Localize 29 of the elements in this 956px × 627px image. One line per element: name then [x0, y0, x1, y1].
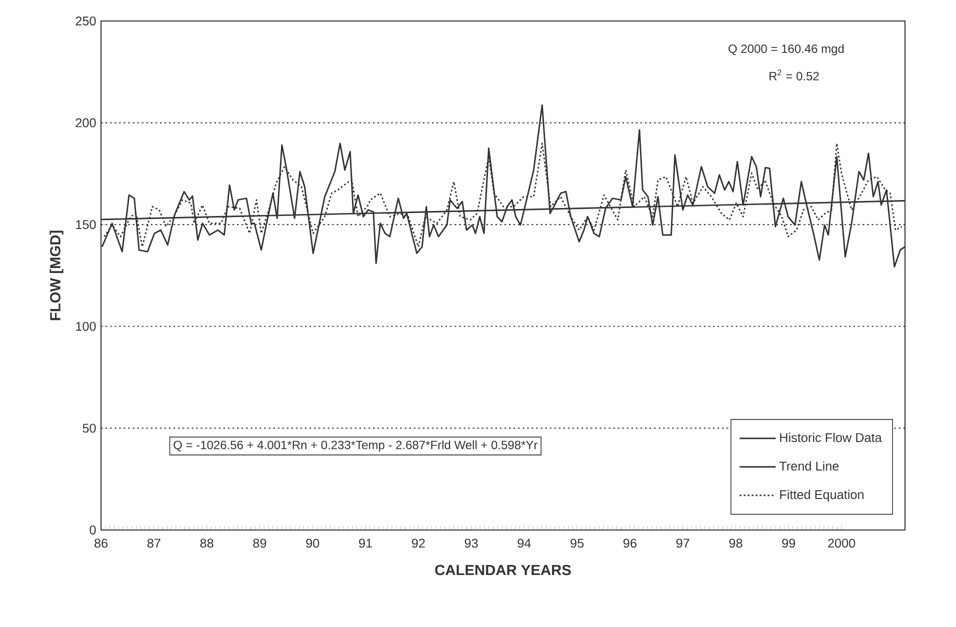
- y-axis-title: FLOW [MGD]: [50, 230, 64, 320]
- x-tick-label: 86: [94, 538, 108, 548]
- annotation: R$^{2}$ = 0.52: [770, 70, 819, 80]
- y-tick-label: 100: [76, 322, 96, 331]
- x-tick-label: 95: [570, 538, 584, 548]
- annotation: Q = -1026.56 + 4.001*Rn + 0.233*Temp - 2.687*Frld Well + 0.598*Yr: [174, 440, 538, 452]
- x-tick-label: 89: [253, 538, 266, 548]
- legend-label: Trend Line: [779, 461, 839, 471]
- x-tick-label: 2000: [828, 538, 856, 548]
- x-tick-label: 99: [782, 538, 796, 548]
- x-tick-label: 91: [359, 538, 372, 548]
- x-tick-label: 93: [464, 538, 478, 548]
- legend-label: Historic Flow Data: [780, 432, 882, 442]
- x-axis-title: CALENDAR YEARS: [435, 564, 571, 576]
- y-tick-label: 50: [82, 424, 96, 433]
- y-tick-label: 250: [76, 16, 96, 26]
- x-tick-label: 88: [200, 538, 214, 548]
- x-tick-label: 92: [412, 538, 425, 548]
- x-tick-label: 90: [306, 538, 320, 548]
- x-tick-label: 94: [518, 538, 531, 548]
- y-tick-label: 200: [76, 118, 96, 128]
- x-tick-label: 87: [147, 538, 160, 548]
- x-tick-label: 96: [623, 538, 636, 548]
- x-tick-label: 97: [676, 538, 690, 548]
- x-tick-label: 98: [729, 538, 742, 548]
- y-tick-label: 0: [90, 526, 96, 534]
- y-tick-label: 150: [76, 220, 96, 230]
- legend-label: Fitted Equation: [780, 490, 864, 502]
- annotation: Q 2000 = 160.46 mgd: [728, 44, 844, 56]
